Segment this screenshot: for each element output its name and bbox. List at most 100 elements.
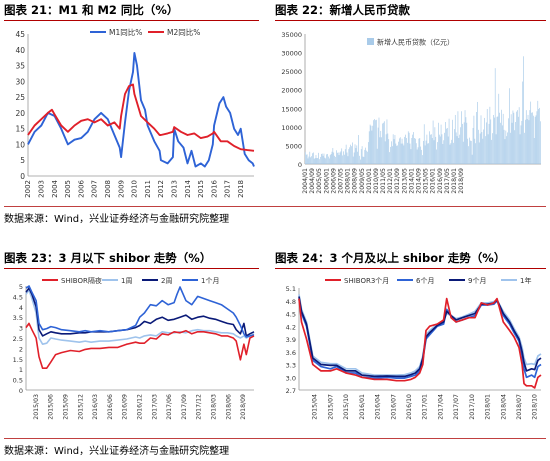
y-tick-label: 40 — [15, 46, 25, 55]
loan-bar — [427, 143, 429, 164]
loan-bar — [398, 141, 399, 164]
x-tick-label: 2014 — [184, 179, 192, 197]
loan-bar — [441, 134, 443, 164]
loan-bar — [517, 110, 518, 164]
loan-bar — [388, 139, 390, 164]
loan-bar — [494, 68, 496, 164]
legend-label: SHIBOR3个月 — [344, 277, 389, 285]
x-tick-label: 2016/03 — [92, 394, 99, 420]
loan-bar — [471, 154, 473, 164]
loan-bar — [360, 149, 362, 164]
y-tick-label: 5 — [20, 156, 25, 165]
loan-bar — [353, 152, 355, 164]
y-tick-label: 4.5 — [286, 311, 296, 319]
loan-bar — [390, 146, 391, 164]
x-tick-label: 2018/09 — [240, 394, 247, 420]
series-line — [25, 285, 255, 338]
loan-bar — [332, 148, 334, 164]
x-tick-label: 2018/01 — [485, 394, 492, 420]
y-tick-label: 10 — [15, 140, 25, 149]
loan-bar — [518, 107, 520, 164]
loan-bar — [328, 158, 330, 164]
series-line — [298, 297, 542, 389]
x-tick-label: 2008/01 — [345, 168, 352, 194]
loan-bar — [521, 120, 523, 164]
loan-bar — [425, 140, 427, 164]
m1-m2-yoy-chart: 0 5 10 15 20 25 30 35 40 45 2002 2003 2004 2005 2006 20… — [15, 27, 255, 198]
loan-bar — [492, 133, 493, 164]
loan-bar — [464, 110, 466, 164]
loan-bar — [524, 132, 525, 164]
loan-bar — [482, 138, 484, 164]
loan-bar — [366, 150, 367, 164]
loan-bar — [430, 134, 432, 164]
loan-bar — [415, 143, 417, 164]
loan-bar — [319, 159, 320, 164]
loan-bar — [460, 127, 461, 164]
loan-bar — [320, 153, 322, 164]
series-line — [298, 296, 542, 378]
loan-bar — [433, 140, 435, 164]
loan-bar — [504, 139, 506, 164]
loan-bar — [422, 155, 423, 164]
loan-bar — [383, 121, 385, 164]
loan-bar — [322, 155, 324, 164]
x-tick-label: 2018 — [237, 180, 245, 198]
loan-bar — [370, 125, 372, 164]
loan-bar — [383, 122, 384, 164]
x-tick-label: 2017/05 — [444, 168, 451, 194]
loan-bar — [459, 134, 461, 164]
new-rmb-loans-chart: 0 5000 10000 15000 20000 25000 30000 35000 2004/… — [281, 31, 541, 194]
loan-bar — [404, 136, 406, 164]
x-tick-label: 2015/07 — [327, 394, 334, 420]
chart-title-24: 图表 24：3 个月及以上 shibor 走势（%） — [275, 251, 506, 265]
y-tick-label: 4 — [19, 304, 23, 312]
loan-bar — [313, 158, 315, 164]
loan-bar — [412, 134, 414, 164]
loan-bar — [506, 136, 508, 164]
y-tick-label: 30 — [15, 77, 25, 86]
loan-bar — [437, 142, 438, 164]
y-tick-label: 20000 — [281, 87, 302, 95]
loan-bar — [416, 149, 418, 164]
loan-bar — [400, 143, 402, 164]
shibor-long-term-chart: 2.7 3.0 3.3 3.6 3.9 4.2 4.5 4.8 5.1 2015/04 2015/0… — [286, 276, 542, 420]
series-line — [25, 322, 255, 369]
series-line — [25, 289, 255, 345]
x-tick-label: 2017/01 — [422, 394, 429, 420]
loan-bar — [503, 129, 505, 164]
loan-bar — [401, 138, 403, 164]
x-tick-label: 2015/06 — [48, 394, 55, 420]
x-tick-label: 2003 — [38, 180, 46, 198]
loan-bar — [463, 122, 465, 164]
chart-title-21: 图表 21：M1 和 M2 同比（%） — [4, 3, 179, 17]
loan-bar — [485, 122, 487, 164]
x-tick-label: 2013 — [170, 180, 178, 198]
loan-bar — [342, 155, 343, 164]
loan-bar — [499, 112, 500, 164]
title-rule-24 — [275, 268, 546, 269]
loan-bar — [444, 132, 445, 164]
loan-bar — [414, 138, 415, 164]
loan-bar — [310, 157, 311, 164]
y-tick-label: 3.9 — [286, 336, 296, 344]
loan-bar — [428, 143, 429, 164]
loan-bar — [365, 147, 366, 164]
loan-bar — [515, 122, 516, 164]
loan-bar — [358, 135, 359, 164]
x-tick-label: 2016/06 — [107, 394, 114, 420]
legend-label: 1个月 — [201, 277, 219, 285]
loan-bar — [318, 152, 319, 164]
loan-bar — [411, 138, 413, 164]
loan-bar — [517, 116, 519, 164]
x-tick-label: 2010/01 — [366, 168, 373, 194]
loan-bar — [475, 143, 477, 164]
x-tick-label: 2004/09 — [309, 168, 316, 194]
loan-bar — [308, 156, 310, 164]
x-tick-label: 2017/07 — [453, 394, 460, 420]
loan-bar — [424, 145, 426, 164]
loan-bar — [473, 115, 475, 164]
loan-bar — [472, 127, 474, 164]
loan-bar — [391, 146, 393, 164]
loan-bar — [410, 149, 412, 164]
